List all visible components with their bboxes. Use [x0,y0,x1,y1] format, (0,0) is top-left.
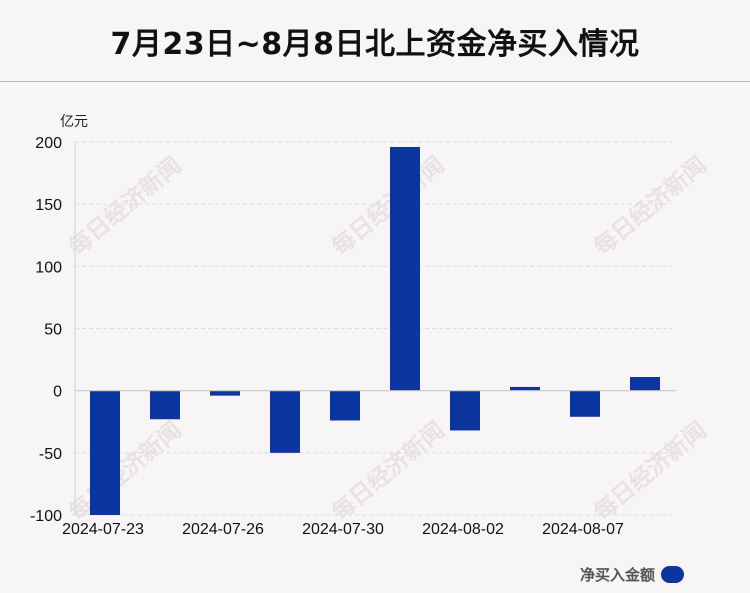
title-bar: 7月23日~8月8日北上资金净买入情况 [0,0,750,82]
x-tick-label: 2024-08-02 [422,521,504,538]
watermark-text: 每日经济新闻 [64,417,187,526]
watermark-text: 每日经济新闻 [589,417,712,526]
bar [90,390,120,515]
y-tick-label: 150 [35,197,62,214]
legend-label: 净买入金额 [579,566,655,584]
y-tick-label: 50 [44,322,62,339]
bar [390,146,420,391]
y-tick-label: -50 [39,446,62,463]
bar [330,390,360,421]
watermark-text: 每日经济新闻 [327,417,450,526]
watermark-text: 每日经济新闻 [64,152,187,261]
bar [150,390,180,420]
legend: 净买入金额 [580,564,684,585]
bar [570,390,600,417]
y-tick-label: 200 [35,135,62,152]
y-tick-label: 0 [53,384,62,401]
x-tick-label: 2024-07-30 [302,521,384,538]
watermark-text: 每日经济新闻 [589,152,712,261]
bar [630,376,660,391]
y-axis-unit-label: 亿元 [60,114,88,130]
bar [450,390,480,431]
x-tick-label: 2024-07-26 [182,521,264,538]
bar [210,390,240,396]
bar [510,386,540,391]
x-tick-label: 2024-08-07 [542,521,624,538]
y-tick-label: 100 [35,259,62,276]
chart-title: 7月23日~8月8日北上资金净买入情况 [110,26,640,62]
watermark-text: 每日经济新闻 [327,152,450,261]
legend-swatch [661,566,684,583]
bar [270,390,300,453]
x-tick-label: 2024-07-23 [62,521,144,538]
y-tick-label: -100 [30,508,62,525]
